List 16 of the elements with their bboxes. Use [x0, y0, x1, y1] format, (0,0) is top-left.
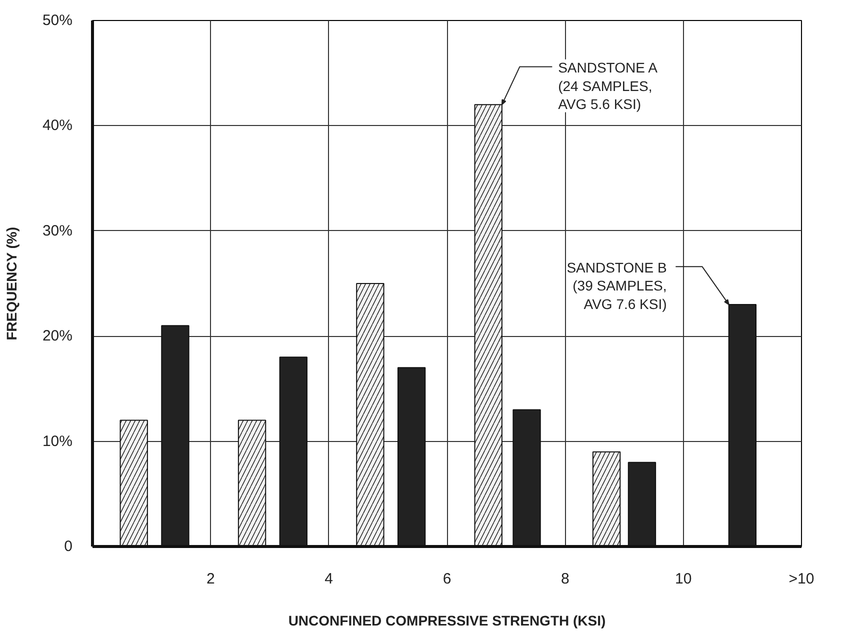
x-tick-label: 10 — [674, 570, 692, 588]
y-tick-label: 20% — [42, 328, 73, 345]
y-axis-title: FREQUENCY (%) — [3, 226, 20, 340]
x-tick-label: 6 — [442, 570, 452, 588]
y-tick-label: 10% — [42, 432, 73, 450]
x-axis-title: UNCONFINED COMPRESSIVE STRENGTH (KSI) — [288, 612, 606, 628]
y-tick-label: 0 — [64, 538, 72, 555]
y-tick-label: 40% — [42, 117, 73, 134]
x-tick-label: 8 — [560, 570, 570, 588]
annotation: SANDSTONE A (24 SAMPLES, AVG 5.6 KSI) — [558, 59, 658, 112]
x-tick-label: 4 — [324, 570, 334, 588]
annotation: SANDSTONE B (39 SAMPLES, AVG 7.6 KSI) — [566, 259, 667, 312]
y-tick-label: 50% — [42, 12, 73, 29]
x-tick-label: 2 — [206, 570, 215, 588]
x-tick-label: >10 — [788, 570, 814, 588]
y-tick-label: 30% — [42, 222, 73, 240]
